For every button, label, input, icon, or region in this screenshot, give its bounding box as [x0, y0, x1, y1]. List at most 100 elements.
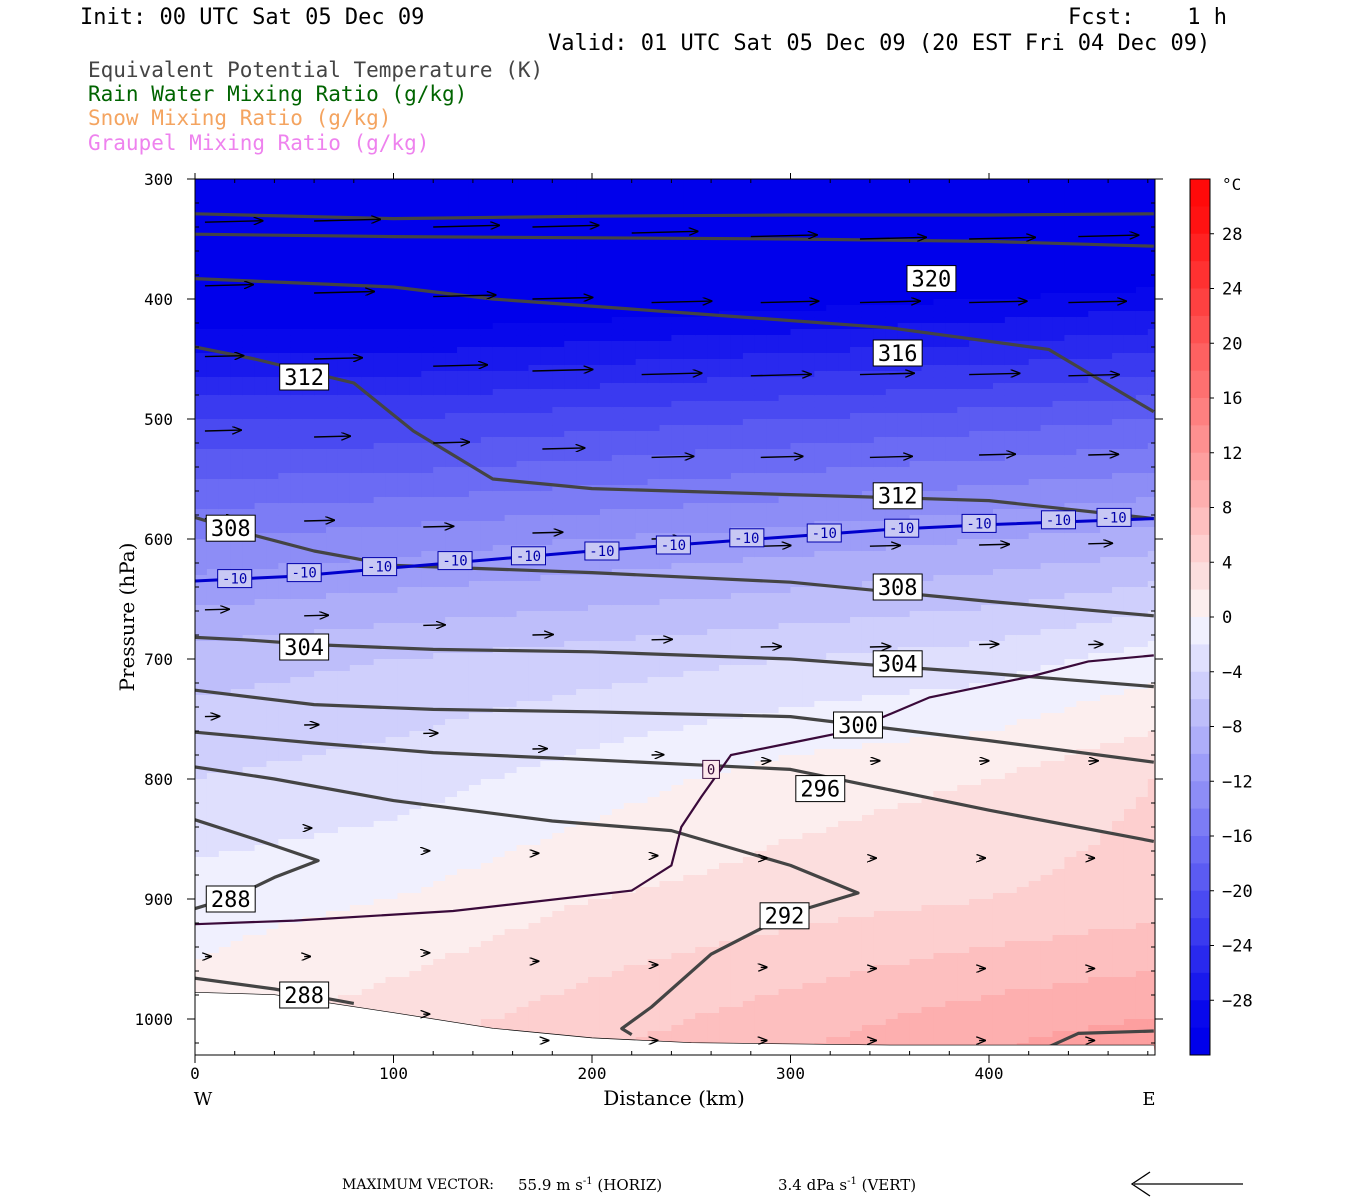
- temperature-cell: [302, 335, 315, 342]
- temperature-cell: [361, 329, 375, 336]
- temperature-cell: [552, 851, 565, 858]
- temperature-cell: [385, 287, 399, 294]
- temperature-cell: [314, 671, 327, 678]
- temperature-cell: [457, 383, 470, 390]
- temperature-cell: [195, 569, 208, 576]
- temperature-cell: [385, 311, 399, 318]
- temperature-cell: [314, 833, 327, 840]
- temperature-cell: [218, 743, 232, 750]
- temperature-cell: [457, 431, 470, 438]
- temperature-cell: [540, 665, 553, 672]
- temperature-cell: [373, 761, 387, 768]
- temperature-cell: [421, 515, 434, 522]
- temperature-cell: [433, 821, 446, 828]
- temperature-cell: [278, 941, 291, 948]
- temperature-cell: [468, 389, 482, 396]
- temperature-cell: [302, 257, 315, 264]
- temperature-cell: [576, 785, 589, 792]
- temperature-cell: [266, 767, 279, 774]
- temperature-cell: [373, 275, 387, 282]
- temperature-cell: [314, 617, 327, 624]
- temperature-cell: [361, 707, 375, 714]
- temperature-cell: [576, 635, 589, 642]
- temperature-cell: [278, 437, 291, 444]
- temperature-cell: [576, 209, 589, 216]
- temperature-cell: [445, 971, 458, 978]
- temperature-cell: [254, 617, 268, 624]
- temperature-cell: [409, 863, 422, 870]
- temperature-cell: [504, 209, 518, 216]
- temperature-cell: [230, 455, 244, 462]
- temperature-cell: [349, 845, 363, 852]
- temperature-cell: [576, 875, 589, 882]
- temperature-cell: [480, 785, 494, 792]
- temperature-cell: [468, 239, 482, 246]
- temperature-cell: [576, 995, 589, 1002]
- temperature-cell: [468, 731, 482, 738]
- temperature-cell: [492, 599, 506, 606]
- temperature-cell: [516, 713, 530, 720]
- temperature-cell: [349, 527, 363, 534]
- temperature-cell: [218, 953, 232, 960]
- temperature-cell: [230, 221, 244, 228]
- temperature-cell: [480, 449, 494, 456]
- temperature-cell: [242, 503, 256, 510]
- temperature-cell: [457, 419, 470, 426]
- temperature-cell: [349, 203, 363, 210]
- temperature-cell: [266, 263, 279, 270]
- temperature-cell: [445, 329, 458, 336]
- temperature-cell: [266, 563, 279, 570]
- temperature-cell: [230, 725, 244, 732]
- temperature-cell: [206, 929, 220, 936]
- temperature-cell: [349, 395, 363, 402]
- temperature-cell: [337, 305, 351, 312]
- temperature-cell: [492, 851, 506, 858]
- temperature-cell: [397, 509, 410, 516]
- temperature-cell: [326, 251, 339, 258]
- temperature-cell: [504, 737, 518, 744]
- temperature-cell: [206, 251, 220, 258]
- temperature-cell: [504, 269, 518, 276]
- temperature-cell: [540, 593, 553, 600]
- temperature-cell: [290, 611, 303, 618]
- temperature-cell: [326, 257, 339, 264]
- temperature-cell: [266, 887, 279, 894]
- temperature-cell: [528, 449, 541, 456]
- temperature-cell: [576, 641, 589, 648]
- temperature-cell: [480, 725, 494, 732]
- temperature-cell: [349, 641, 363, 648]
- temperature-cell: [397, 845, 410, 852]
- temperature-cell: [421, 491, 434, 498]
- temperature-cell: [326, 653, 339, 660]
- temperature-cell: [457, 929, 470, 936]
- temperature-cell: [528, 779, 541, 786]
- temperature-cell: [457, 353, 470, 360]
- temperature-cell: [278, 761, 291, 768]
- temperature-cell: [516, 893, 530, 900]
- temperature-cell: [337, 599, 351, 606]
- temperature-cell: [409, 551, 422, 558]
- temperature-cell: [552, 215, 565, 222]
- temperature-cell: [361, 413, 375, 420]
- temperature-cell: [540, 293, 553, 300]
- temperature-cell: [337, 527, 351, 534]
- temperature-cell: [564, 857, 577, 864]
- temperature-cell: [504, 611, 518, 618]
- temperature-cell: [385, 509, 399, 516]
- temperature-cell: [361, 497, 375, 504]
- temperature-cell: [564, 515, 577, 522]
- temperature-cell: [337, 653, 351, 660]
- temperature-cell: [528, 911, 541, 918]
- temperature-cell: [421, 299, 434, 306]
- temperature-cell: [302, 287, 315, 294]
- temperature-cell: [385, 275, 399, 282]
- temperature-cell: [492, 371, 506, 378]
- temperature-cell: [230, 401, 244, 408]
- temperature-cell: [576, 767, 589, 774]
- temperature-cell: [409, 821, 422, 828]
- temperature-cell: [290, 719, 303, 726]
- temperature-cell: [576, 425, 589, 432]
- temperature-cell: [409, 953, 422, 960]
- temperature-cell: [552, 209, 565, 216]
- temperature-cell: [373, 719, 387, 726]
